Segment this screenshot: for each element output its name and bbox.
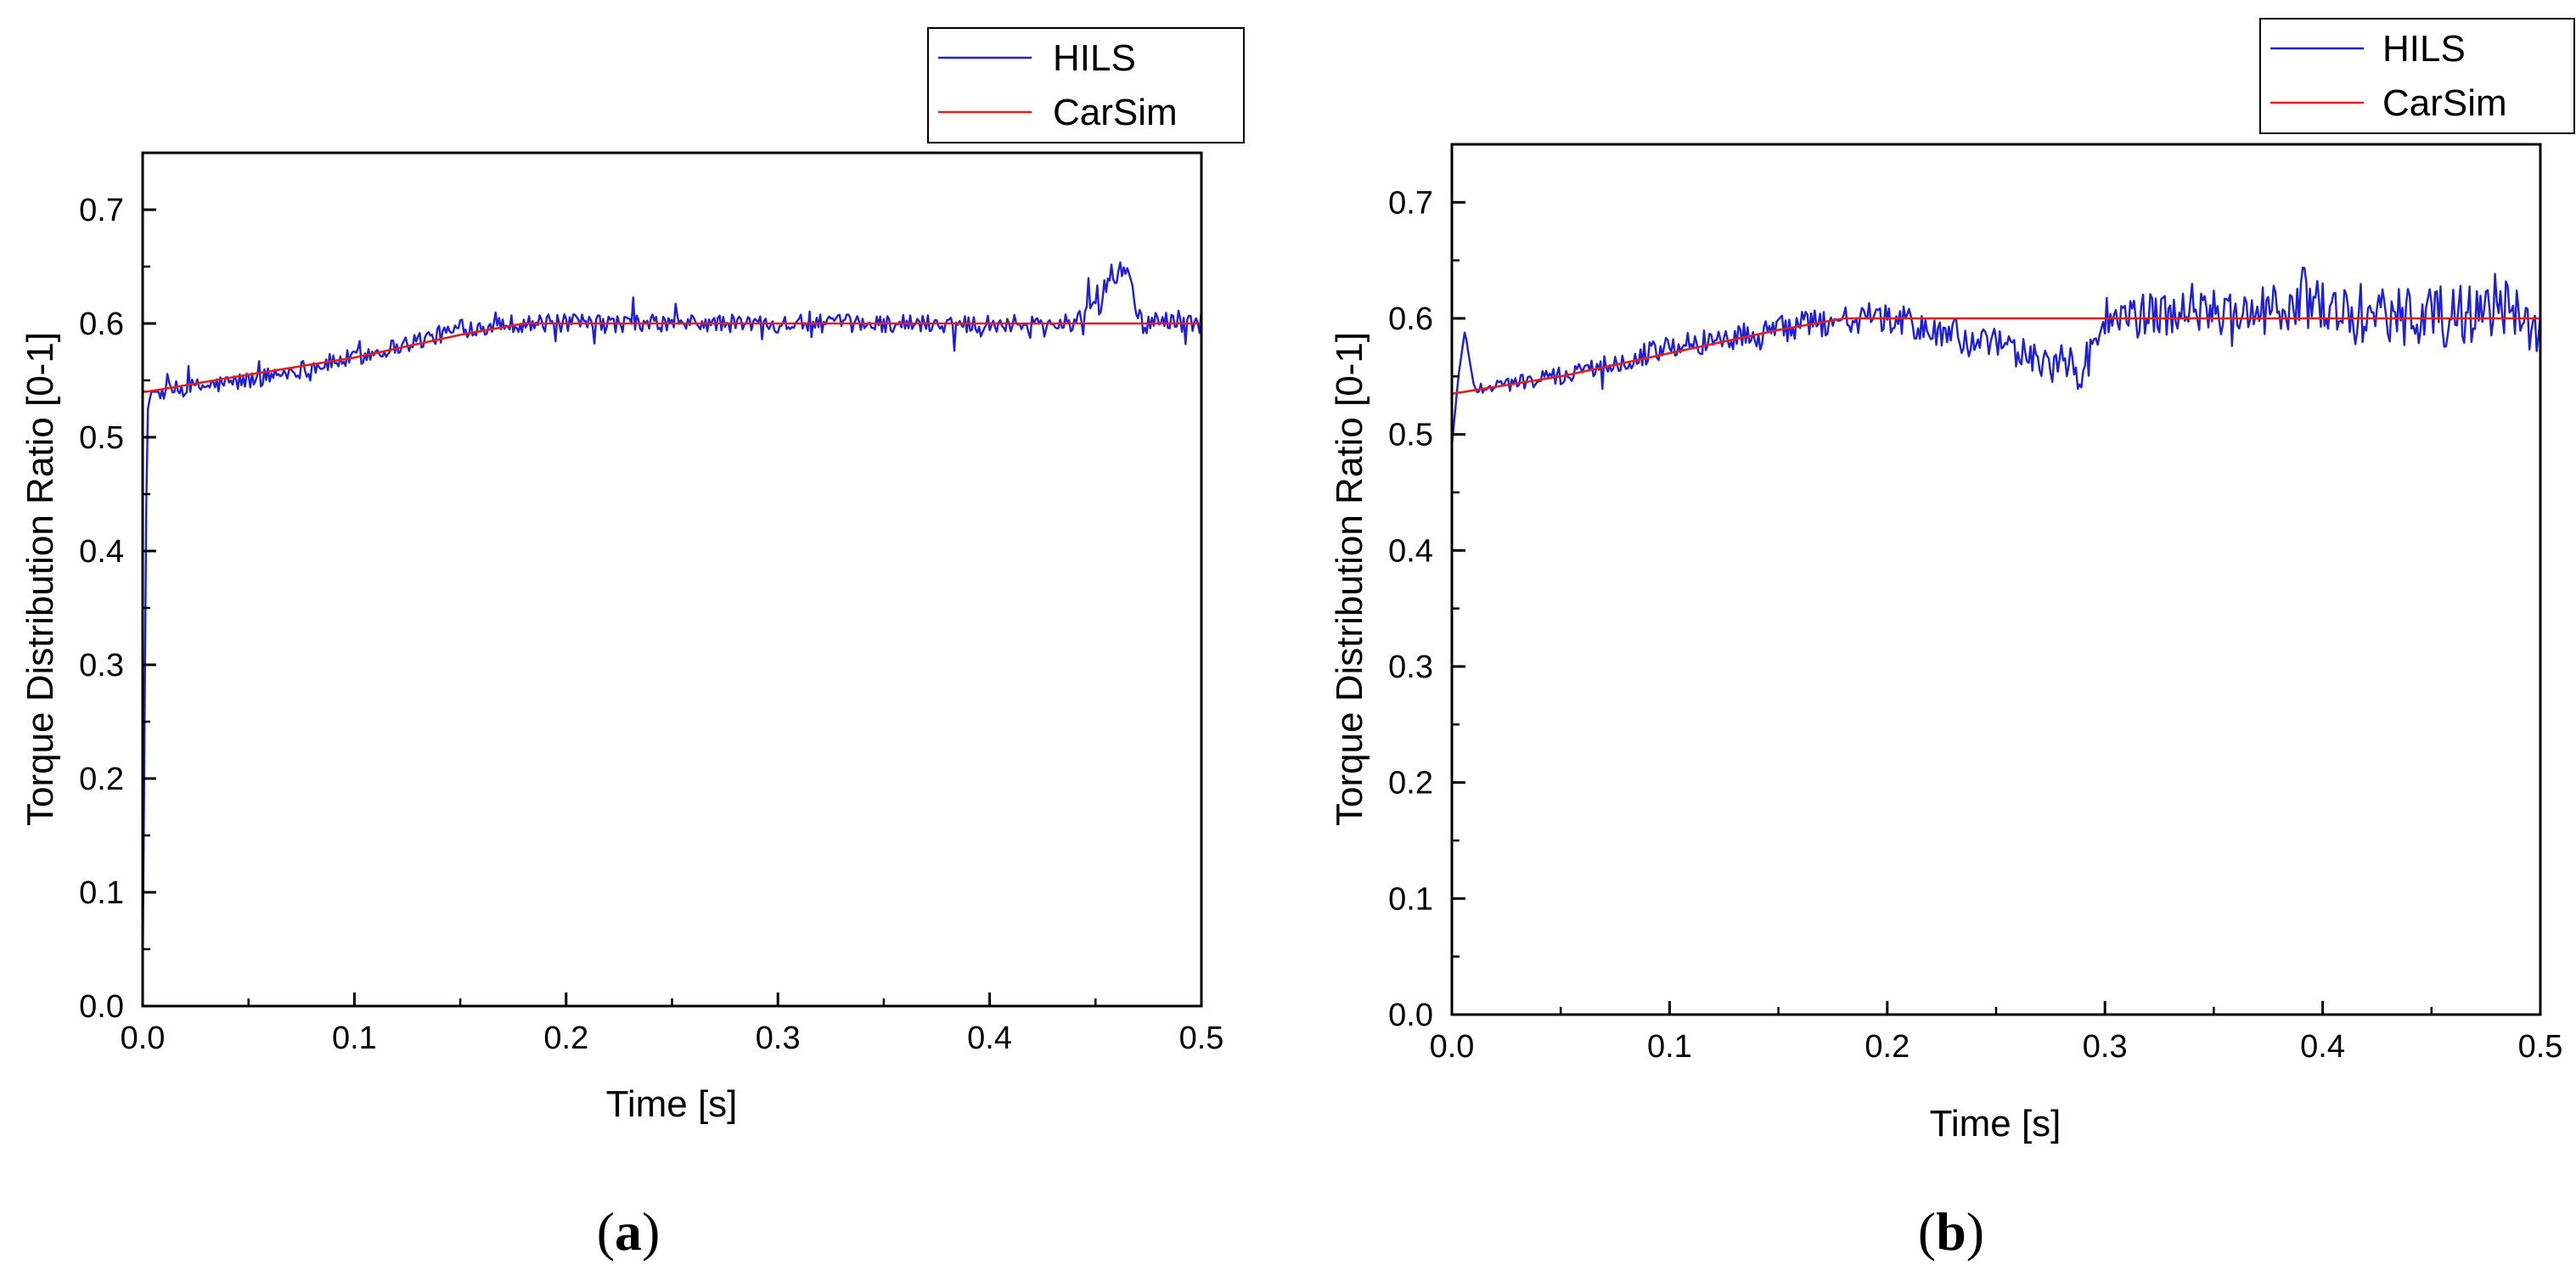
chart-a-x-tick-label: 0.2 xyxy=(543,1021,588,1056)
chart-b-y-tick-label: 0.5 xyxy=(1388,418,1433,453)
chart-b-x-tick-label: 0.2 xyxy=(1865,1029,1910,1065)
chart-a-x-tick-label: 0.1 xyxy=(332,1021,377,1056)
chart-b-plot-frame xyxy=(1450,143,2542,1016)
chart-a-y-tick-label: 0.1 xyxy=(79,875,124,911)
chart-b-y-tick-label: 0.4 xyxy=(1388,533,1433,569)
chart-a-legend-box xyxy=(927,27,1245,143)
chart-a-x-axis-label: Time [s] xyxy=(606,1083,738,1125)
chart-b-y-tick-label: 0.2 xyxy=(1388,766,1433,801)
chart-a-ticks xyxy=(141,208,1203,1008)
chart-a-plot-lines xyxy=(141,261,1203,984)
chart-a-legend: HILS CarSim xyxy=(927,27,1245,143)
chart-b-x-tick-label: 0.4 xyxy=(2300,1029,2345,1065)
chart-a-y-tick-label: 0.2 xyxy=(79,762,124,797)
chart-b-legend-carsim: CarSim xyxy=(2382,82,2507,124)
chart-b-y-tick-label: 0.1 xyxy=(1388,881,1433,917)
chart-b-y-tick-label: 0.7 xyxy=(1388,185,1433,221)
chart-a-x-tick-label: 0.5 xyxy=(1179,1021,1224,1056)
chart-a-y-tick-label: 0.7 xyxy=(79,193,124,228)
chart-b-series-carsim xyxy=(1451,317,2540,396)
chart-b-tick-labels: 0.0 0.1 0.2 0.3 0.4 0.5 0.0 0.1 0.2 0.3 0.4 0.5 0.6 0… xyxy=(1388,185,2562,1065)
chart-b-ticks xyxy=(1450,200,2542,1016)
chart-a-x-tick-label: 0.0 xyxy=(121,1021,166,1056)
chart-b-y-axis-label: Torque Distribution Ratio [0-1] xyxy=(1329,332,1370,826)
chart-b-x-tick-label: 0.3 xyxy=(2083,1029,2128,1065)
chart-a-y-tick-label: 0.6 xyxy=(79,306,124,342)
chart-b-x-tick-label: 0.1 xyxy=(1647,1029,1692,1065)
chart-a-y-axis-label: Torque Distribution Ratio [0-1] xyxy=(20,332,61,826)
chart-b-legend-box xyxy=(2259,18,2575,134)
chart-b-x-axis-label: Time [s] xyxy=(1930,1103,2061,1144)
chart-b-y-tick-label: 0.3 xyxy=(1388,649,1433,685)
chart-a-x-tick-label: 0.3 xyxy=(756,1021,801,1056)
chart-a-panel-label: (a) xyxy=(597,1201,661,1262)
chart-a-y-tick-label: 0.3 xyxy=(79,648,124,683)
chart-b-y-tick-label: 0.6 xyxy=(1388,301,1433,337)
chart-b-legend: HILS CarSim xyxy=(2259,18,2575,134)
chart-b-y-tick-label: 0.0 xyxy=(1388,998,1433,1033)
chart-b-panel-label: (b) xyxy=(1918,1201,1984,1262)
chart-a-series-carsim xyxy=(142,322,1201,393)
chart-a-y-tick-label: 0.5 xyxy=(79,420,124,456)
chart-a-tick-labels: 0.0 0.1 0.2 0.3 0.4 0.5 0.0 0.1 0.2 0.3 0.4 0.5 0.6 0… xyxy=(79,193,1223,1056)
chart-b-legend-hils: HILS xyxy=(2382,28,2466,70)
chart-a-y-tick-label: 0.4 xyxy=(79,534,124,570)
chart-b-series-hils xyxy=(1450,267,2542,447)
chart-b-panel-letter: b xyxy=(1936,1201,1966,1262)
chart-b-x-tick-label: 0.5 xyxy=(2518,1029,2563,1065)
chart-a-panel-letter: a xyxy=(615,1201,642,1262)
chart-a-x-tick-label: 0.4 xyxy=(967,1021,1012,1056)
chart-a-legend-carsim: CarSim xyxy=(1053,92,1178,133)
chart-panel-a: 0.0 0.1 0.2 0.3 0.4 0.5 0.0 0.1 0.2 0.3 0.4 0.5 0.6 0… xyxy=(20,27,1245,1262)
chart-a-plot-frame xyxy=(141,151,1203,1008)
chart-b-plot-lines xyxy=(1450,267,2542,447)
chart-b-x-tick-label: 0.0 xyxy=(1430,1029,1475,1065)
chart-a-y-tick-label: 0.0 xyxy=(79,989,124,1025)
chart-panel-b: 0.0 0.1 0.2 0.3 0.4 0.5 0.0 0.1 0.2 0.3 0.4 0.5 0.6 0… xyxy=(1329,18,2575,1262)
chart-a-legend-hils: HILS xyxy=(1053,37,1136,79)
chart-a-series-hils xyxy=(141,261,1203,984)
